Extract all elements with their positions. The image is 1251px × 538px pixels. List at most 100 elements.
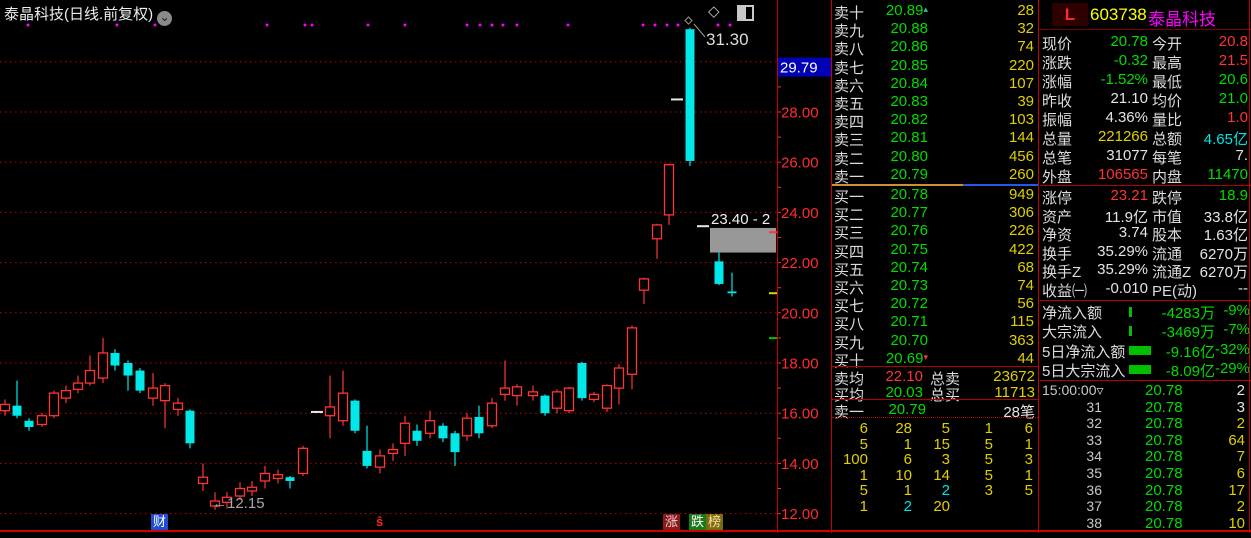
time-sales-row[interactable]: 31 20.78 3 [1040, 399, 1251, 416]
sell-level-volume[interactable]: 103 [1008, 111, 1034, 129]
sell-level-volume[interactable]: 456 [1008, 147, 1034, 165]
buy-level-row: 买八 20.71 115 [832, 313, 1038, 333]
sell-level-price[interactable]: 20.82 [890, 111, 928, 129]
sell-level-volume[interactable]: 260 [1008, 165, 1034, 183]
time-sales-row[interactable]: 38 20.78 10 [1040, 515, 1251, 532]
time-sales-row[interactable]: 35 20.78 6 [1040, 465, 1251, 482]
buy-level-price[interactable]: 20.77 [890, 204, 928, 222]
tick-time: 32 [1086, 415, 1102, 432]
stock-code: 603738 [1090, 5, 1147, 24]
buy-level-volume[interactable]: 422 [1008, 240, 1034, 258]
sell-level-label: 卖四 [834, 114, 865, 132]
candle [450, 433, 460, 453]
sell-level-price[interactable]: 20.84 [890, 74, 928, 92]
candle [638, 278, 650, 291]
quote-value: 11470 [1207, 166, 1248, 183]
sell-level-price[interactable]: 20.88 [890, 20, 928, 38]
buy-level-price[interactable]: 20.71 [890, 313, 928, 331]
candle [159, 384, 171, 402]
sell-level-volume[interactable]: 39 [1017, 93, 1034, 110]
bottom-badge-榜[interactable]: 榜 [706, 514, 724, 530]
bottom-badge-财[interactable]: 财 [151, 514, 169, 530]
time-sales-row[interactable]: 37 20.78 2 [1040, 498, 1251, 516]
candle [551, 391, 563, 409]
quote-value: 1.0 [1227, 109, 1248, 126]
event-dot [515, 23, 519, 27]
quote-label: 净资 [1042, 227, 1073, 245]
flow-percent: -7% [1223, 321, 1250, 339]
buy-level-price[interactable]: 20.76 [890, 222, 928, 240]
queue-cell: 3 [1024, 451, 1033, 469]
buy-level-price[interactable]: 20.69▾ [885, 349, 928, 367]
flow-label: 5日大宗流入 [1042, 362, 1126, 380]
queue-cell: 3 [984, 482, 993, 500]
sell-level-price[interactable]: 20.79 [890, 165, 928, 183]
bottom-badge-ŝ[interactable]: ŝ [376, 514, 384, 529]
queue-cell: 100 [842, 451, 868, 469]
candle [651, 224, 663, 240]
buy-level-volume[interactable]: 44 [1017, 349, 1034, 367]
buy-level-volume[interactable]: 74 [1017, 277, 1034, 294]
sell-level-volume[interactable]: 32 [1017, 20, 1034, 38]
time-sales-row[interactable]: 15:00:00▿ 20.78 2 [1040, 382, 1251, 399]
tick-volume: 2 [1236, 498, 1245, 516]
sell-level-price[interactable]: 20.85 [890, 56, 928, 74]
time-sales-row[interactable]: 33 20.78 64 [1040, 432, 1251, 449]
buy-level-volume[interactable]: 68 [1017, 258, 1034, 276]
buy-level-volume[interactable]: 363 [1008, 331, 1034, 349]
sell-level-volume[interactable]: 144 [1008, 129, 1034, 147]
quote-row: 昨收 21.10 均价 21.0 [1040, 90, 1251, 110]
quote-value: 221266 [1097, 128, 1148, 145]
buy-level-price[interactable]: 20.70 [890, 331, 928, 349]
chevron-down-icon[interactable]: ⌄ [157, 11, 173, 26]
quote-value: 4.65亿 [1203, 131, 1248, 148]
buy-level-volume[interactable]: 949 [1008, 186, 1034, 203]
chart-title-text: 泰晶科技(日线.前复权) [4, 6, 154, 23]
kline-chart[interactable]: 31.30 23.40 - 2 ←12.15 28.00 26.00 24.00 22.00… [0, 0, 832, 533]
panel-border [1249, 0, 1250, 533]
sell-level-price[interactable]: 20.80 [890, 147, 928, 165]
buy-level-volume[interactable]: 56 [1017, 295, 1034, 313]
buy-level-price[interactable]: 20.75 [890, 240, 928, 258]
sell-level-price[interactable]: 20.86 [890, 38, 928, 56]
buy-level-price[interactable]: 20.78 [890, 186, 928, 203]
sell-level-price[interactable]: 20.81 [890, 129, 928, 147]
buy-level-label: 买六 [834, 280, 865, 297]
buy-level-volume[interactable]: 226 [1008, 222, 1034, 240]
axis-label: 12.00 [781, 506, 819, 523]
split-layout-icon[interactable] [737, 5, 754, 21]
sell-level-volume[interactable]: 107 [1008, 74, 1034, 92]
bottom-badge-涨[interactable]: 涨 [663, 514, 681, 530]
tick-volume: 2 [1236, 382, 1245, 399]
tick-price: 20.78 [1145, 498, 1183, 516]
candle [337, 392, 349, 422]
sell-level-price[interactable]: 20.89▴ [885, 2, 928, 19]
candle [147, 387, 159, 399]
highlight-box [710, 227, 776, 253]
time-sales-row[interactable]: 32 20.78 2 [1040, 415, 1251, 432]
sell-level-volume[interactable]: 74 [1017, 38, 1034, 56]
flow-value: -3469万 [1161, 324, 1215, 342]
buy-level-price[interactable]: 20.74 [890, 258, 928, 276]
buy-level-price[interactable]: 20.73 [890, 277, 928, 294]
flow-bar [1129, 364, 1151, 374]
buy-level-price[interactable]: 20.72 [890, 295, 928, 313]
kline-chart-area[interactable]: 31.30 23.40 - 2 ←12.15 28.00 26.00 24.00 22.00… [0, 0, 832, 533]
sell-level-label: 卖一 [834, 168, 865, 186]
diamond-tool-icon[interactable]: ◇ [708, 3, 720, 20]
sell-level-price[interactable]: 20.83 [890, 93, 928, 110]
quote-label: 换手 [1042, 245, 1073, 263]
dotted-divider [832, 417, 1038, 418]
time-sales-row[interactable]: 34 20.78 7 [1040, 448, 1251, 465]
quote-value: -- [1238, 280, 1248, 297]
time-sales-row[interactable]: 36 20.78 17 [1040, 482, 1251, 499]
sell-level-volume[interactable]: 220 [1008, 56, 1034, 74]
candle [84, 369, 96, 384]
buy-level-volume[interactable]: 306 [1008, 204, 1034, 222]
candle [601, 384, 613, 409]
sell-level-volume[interactable]: 28 [1017, 2, 1034, 19]
bottom-badge-跌[interactable]: 跌 [689, 514, 707, 530]
buy-level-volume[interactable]: 115 [1010, 313, 1034, 331]
divider [1040, 29, 1251, 30]
candle [511, 386, 523, 397]
